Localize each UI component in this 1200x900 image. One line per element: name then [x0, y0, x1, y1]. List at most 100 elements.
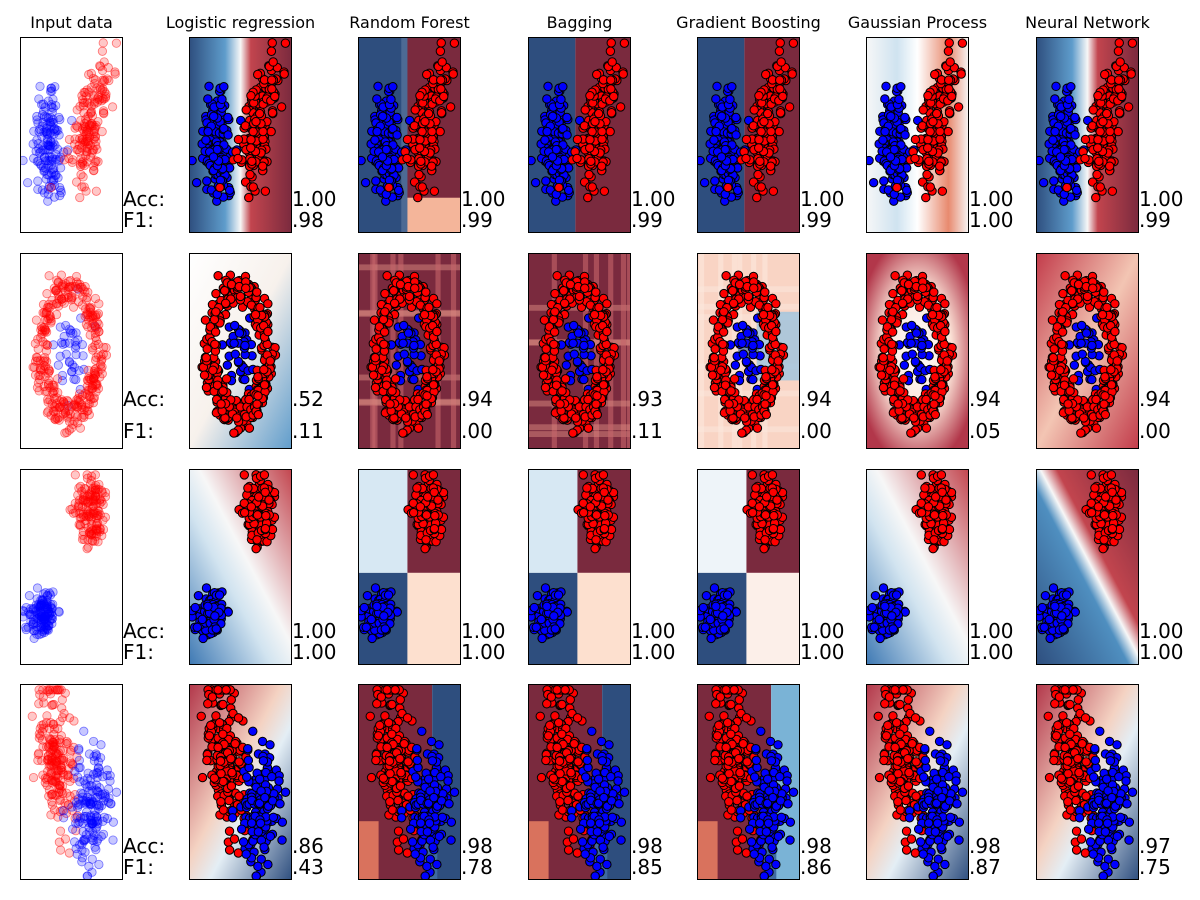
data-point [210, 327, 221, 337]
data-point [540, 353, 550, 363]
data-point [388, 123, 398, 134]
data-point [88, 393, 99, 404]
data-point [30, 370, 41, 380]
data-point [427, 126, 437, 137]
data-point [717, 111, 727, 122]
data-point [944, 75, 954, 85]
data-point [381, 380, 392, 390]
data-point [1058, 288, 1068, 299]
data-point [417, 182, 427, 192]
data-point [1100, 69, 1110, 80]
data-point [726, 386, 736, 396]
data-point [77, 135, 87, 145]
data-point [880, 126, 890, 137]
data-point [1113, 46, 1124, 56]
data-point [771, 299, 781, 309]
data-point [83, 399, 93, 409]
data-point [44, 375, 54, 385]
data-point [193, 590, 204, 601]
data-point [55, 322, 65, 332]
data-point [591, 287, 601, 297]
panel-frame [358, 37, 461, 233]
data-point [267, 75, 277, 85]
column-title: Input data [30, 13, 113, 32]
data-point [593, 108, 604, 119]
data-point [71, 374, 81, 385]
data-point [572, 153, 582, 164]
data-point [209, 111, 219, 122]
data-point [40, 145, 50, 155]
data-point [248, 126, 258, 137]
panel-frame [20, 253, 123, 449]
data-point [1055, 152, 1066, 162]
data-point [370, 382, 381, 393]
data-point [44, 271, 54, 281]
column-title: Gaussian Process [848, 13, 987, 32]
data-point [881, 81, 891, 92]
data-point [748, 340, 758, 351]
column-title: Gradient Boosting [676, 13, 821, 32]
data-point [40, 614, 50, 625]
data-point [760, 399, 770, 409]
data-point [550, 288, 560, 299]
data-point [554, 182, 564, 193]
data-point [32, 583, 43, 593]
data-point [754, 143, 764, 153]
data-point [69, 362, 79, 372]
data-point [921, 394, 931, 405]
data-point [923, 91, 933, 101]
data-point [897, 286, 907, 296]
data-point [1066, 82, 1076, 92]
data-point [87, 119, 97, 129]
data-point [727, 82, 737, 92]
data-point [930, 391, 940, 401]
data-point [72, 145, 82, 155]
data-point [71, 508, 81, 518]
data-point [1114, 38, 1124, 48]
data-point [573, 328, 584, 338]
data-point [602, 326, 612, 337]
panel-frame [528, 253, 631, 449]
data-point [219, 123, 229, 134]
data-point [579, 121, 590, 131]
data-point [1076, 320, 1087, 331]
panel-0-0 [20, 37, 123, 233]
data-point [540, 135, 550, 145]
scatter-points [358, 38, 460, 206]
data-point [1068, 374, 1079, 384]
data-point [426, 161, 437, 171]
data-point [244, 394, 254, 405]
data-point [369, 315, 380, 325]
data-point [725, 94, 735, 105]
data-point [253, 372, 263, 382]
data-point [597, 126, 607, 137]
data-point [752, 423, 763, 433]
data-point [372, 126, 382, 137]
data-point [565, 279, 576, 290]
data-point [84, 391, 94, 401]
data-point [1107, 186, 1118, 196]
data-point [75, 394, 85, 405]
data-point [539, 315, 550, 325]
data-point [1070, 130, 1080, 140]
data-point [596, 161, 607, 171]
data-point [49, 164, 59, 174]
data-point [718, 339, 728, 349]
scatter-points [528, 38, 630, 206]
data-point [29, 626, 39, 636]
data-point [731, 112, 741, 123]
data-point [90, 365, 100, 375]
data-point [398, 338, 408, 348]
data-point [436, 38, 446, 48]
data-point [33, 356, 43, 366]
data-point [710, 344, 720, 354]
data-point [1056, 111, 1066, 122]
data-point [392, 112, 402, 123]
data-point [922, 169, 932, 180]
data-point [377, 152, 388, 162]
data-point [240, 340, 250, 351]
data-point [910, 153, 920, 164]
data-point [1081, 328, 1092, 338]
data-point [619, 38, 630, 48]
data-point [931, 108, 942, 119]
